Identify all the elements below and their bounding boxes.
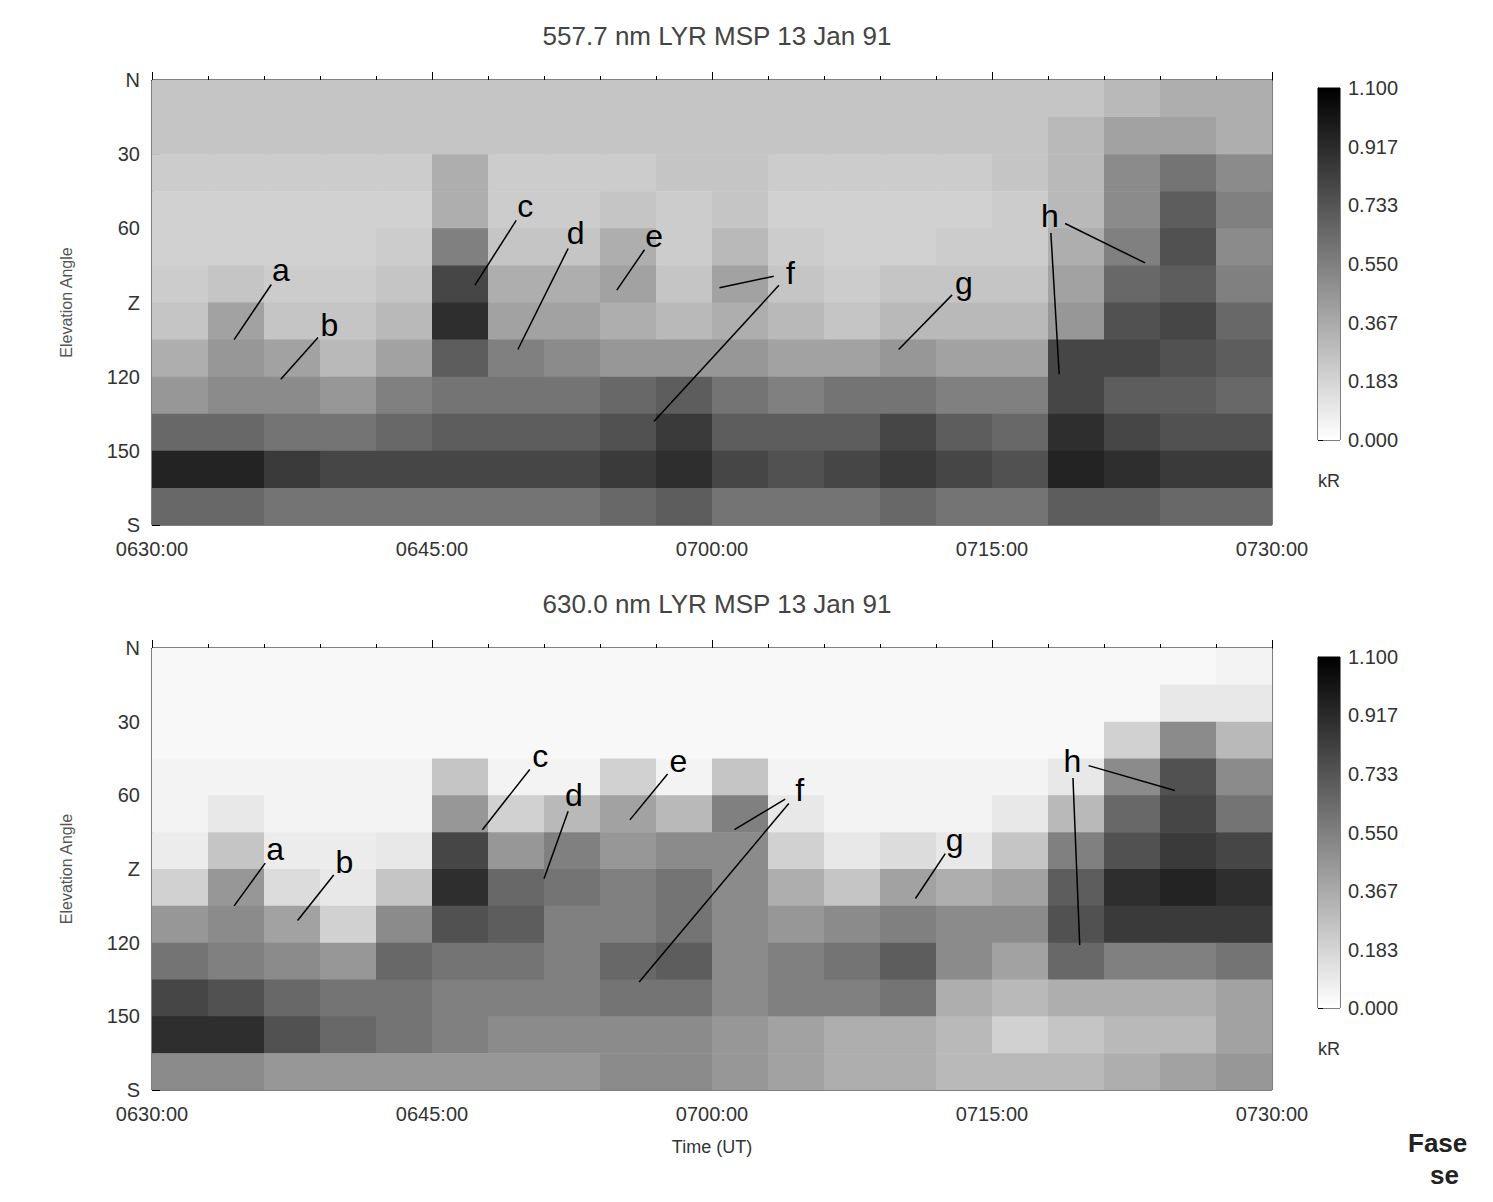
svg-text:30: 30 (118, 143, 140, 165)
svg-text:0730:00: 0730:00 (1236, 538, 1308, 560)
svg-text:a: a (272, 252, 290, 288)
svg-text:0.550: 0.550 (1348, 253, 1398, 275)
svg-text:h: h (1041, 198, 1059, 234)
svg-text:0.183: 0.183 (1348, 370, 1398, 392)
svg-text:30: 30 (118, 711, 140, 733)
svg-text:Fase: Fase (1408, 1128, 1467, 1158)
svg-text:0.000: 0.000 (1348, 429, 1398, 451)
svg-text:0700:00: 0700:00 (676, 538, 748, 560)
svg-text:a: a (266, 831, 284, 867)
svg-text:Z: Z (128, 858, 140, 880)
svg-text:h: h (1063, 743, 1081, 779)
svg-text:Elevation Angle: Elevation Angle (58, 247, 75, 357)
svg-text:0715:00: 0715:00 (956, 538, 1028, 560)
svg-text:0.733: 0.733 (1348, 763, 1398, 785)
svg-text:kR: kR (1318, 471, 1340, 491)
svg-text:Time (UT): Time (UT) (672, 1137, 752, 1157)
svg-text:0715:00: 0715:00 (956, 1103, 1028, 1125)
svg-text:60: 60 (118, 784, 140, 806)
svg-text:e: e (670, 743, 688, 779)
svg-text:N: N (126, 637, 140, 659)
svg-text:0645:00: 0645:00 (396, 538, 468, 560)
svg-text:f: f (786, 255, 795, 291)
svg-text:d: d (567, 215, 585, 251)
svg-text:b: b (335, 844, 353, 880)
svg-text:c: c (517, 188, 533, 224)
svg-text:kR: kR (1318, 1039, 1340, 1059)
svg-text:c: c (532, 738, 548, 774)
svg-text:0.917: 0.917 (1348, 704, 1398, 726)
svg-text:1.100: 1.100 (1348, 77, 1398, 99)
svg-text:0.917: 0.917 (1348, 136, 1398, 158)
svg-text:0630:00: 0630:00 (116, 538, 188, 560)
svg-text:g: g (946, 822, 964, 858)
svg-text:g: g (955, 265, 973, 301)
svg-text:0.733: 0.733 (1348, 194, 1398, 216)
svg-text:557.7 nm LYR MSP 13 Jan 91: 557.7 nm LYR MSP 13 Jan 91 (543, 21, 892, 51)
svg-text:S: S (127, 514, 140, 536)
svg-text:120: 120 (107, 932, 140, 954)
svg-text:f: f (795, 772, 804, 808)
svg-text:0630:00: 0630:00 (116, 1103, 188, 1125)
svg-text:0.000: 0.000 (1348, 997, 1398, 1019)
svg-text:d: d (565, 777, 583, 813)
svg-text:S: S (127, 1079, 140, 1101)
svg-text:N: N (126, 69, 140, 91)
svg-text:150: 150 (107, 1005, 140, 1027)
svg-text:Z: Z (128, 292, 140, 314)
svg-text:630.0 nm LYR MSP 13 Jan 91: 630.0 nm LYR MSP 13 Jan 91 (543, 589, 892, 619)
svg-text:0.550: 0.550 (1348, 822, 1398, 844)
svg-text:0700:00: 0700:00 (676, 1103, 748, 1125)
svg-text:0.367: 0.367 (1348, 312, 1398, 334)
svg-text:e: e (645, 218, 663, 254)
svg-text:0.183: 0.183 (1348, 939, 1398, 961)
svg-text:150: 150 (107, 440, 140, 462)
svg-text:60: 60 (118, 217, 140, 239)
svg-text:0.367: 0.367 (1348, 880, 1398, 902)
svg-text:b: b (320, 307, 338, 343)
svg-text:120: 120 (107, 366, 140, 388)
svg-text:se: se (1430, 1160, 1459, 1190)
svg-text:Elevation Angle: Elevation Angle (58, 814, 75, 924)
svg-text:0645:00: 0645:00 (396, 1103, 468, 1125)
svg-text:1.100: 1.100 (1348, 646, 1398, 668)
svg-text:0730:00: 0730:00 (1236, 1103, 1308, 1125)
